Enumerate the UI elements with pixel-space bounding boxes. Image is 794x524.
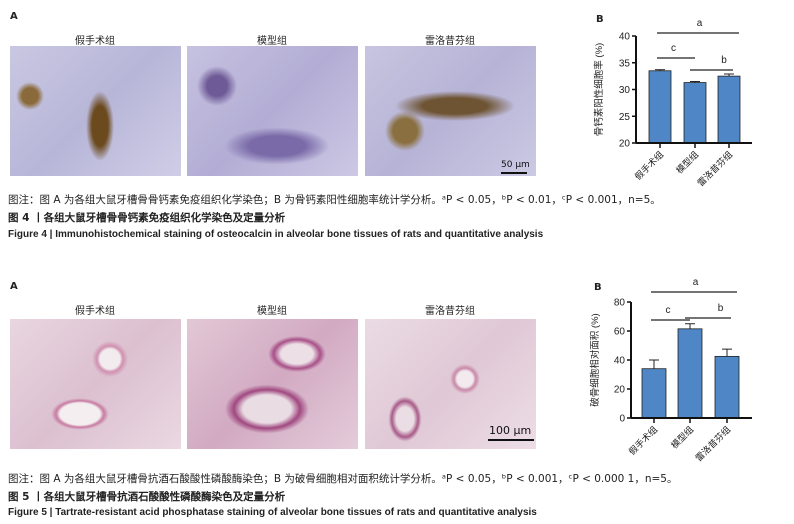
bar bbox=[717, 75, 741, 144]
fig5-group-label: 模型组 bbox=[257, 306, 287, 317]
y-axis-label: 骨钙素阳性细胞率 (%) bbox=[593, 43, 605, 136]
scale-bar-label: 50 μm bbox=[501, 160, 530, 170]
fig5-title-en: Figure 5 | Tartrate-resistant acid phosp… bbox=[8, 507, 537, 518]
fig5-title-cn: 图 5 丨各组大鼠牙槽骨抗酒石酸酸性磷酸酶染色及定量分析 bbox=[8, 491, 286, 503]
scale-bar bbox=[488, 439, 534, 441]
y-tick-label: 40 bbox=[614, 356, 626, 367]
fig5-group-label: 雷洛昔芬组 bbox=[425, 306, 475, 317]
scale-bar bbox=[501, 172, 527, 174]
bar bbox=[648, 70, 672, 144]
fig4-title-cn: 图 4 丨各组大鼠牙槽骨骨钙素免疫组织化学染色及定量分析 bbox=[8, 212, 286, 224]
fig5-micrograph-sham bbox=[10, 319, 181, 449]
y-tick-label: 25 bbox=[619, 112, 631, 123]
fig4-micrograph-sham bbox=[10, 46, 181, 176]
x-tick-label: 雷洛昔芬组 bbox=[695, 149, 735, 189]
fig4-group-label: 假手术组 bbox=[75, 36, 115, 47]
significance-label: c bbox=[666, 305, 671, 316]
y-tick-label: 20 bbox=[619, 139, 631, 150]
y-tick-label: 30 bbox=[619, 85, 631, 96]
scale-bar-label: 100 μm bbox=[489, 424, 532, 437]
fig5-note: 图注：图 A 为各组大鼠牙槽骨抗酒石酸酸性磷酸酶染色；B 为破骨细胞相对面积统计… bbox=[8, 473, 678, 485]
fig5-micrograph-model bbox=[187, 319, 358, 449]
fig5-micrograph-raloxifene bbox=[365, 319, 536, 449]
y-tick-label: 35 bbox=[619, 58, 631, 69]
fig4-note: 图注：图 A 为各组大鼠牙槽骨骨钙素免疫组织化学染色；B 为骨钙素阳性细胞率统计… bbox=[8, 194, 661, 206]
fig4-micrograph-model bbox=[187, 46, 358, 176]
fig4-micrograph-raloxifene bbox=[365, 46, 536, 176]
fig4-panel-a-label: A bbox=[10, 11, 18, 22]
significance-label: c bbox=[671, 43, 676, 54]
significance-label: a bbox=[697, 18, 703, 29]
bar bbox=[677, 328, 703, 419]
fig4-panel-b-label: B bbox=[596, 14, 604, 25]
y-tick-label: 80 bbox=[614, 298, 626, 309]
y-tick-label: 60 bbox=[614, 327, 626, 338]
fig5-group-label: 假手术组 bbox=[75, 306, 115, 317]
fig4-title-en: Figure 4 | Immunohistochemical staining … bbox=[8, 229, 544, 240]
x-tick-label: 假手术组 bbox=[632, 149, 665, 182]
fig4-group-label: 雷洛昔芬组 bbox=[425, 36, 475, 47]
x-tick-label: 模型组 bbox=[674, 149, 701, 176]
fig4-group-label: 模型组 bbox=[257, 36, 287, 47]
x-tick-label: 雷洛昔芬组 bbox=[693, 424, 733, 464]
fig5-panel-a-label: A bbox=[10, 281, 18, 292]
significance-label: b bbox=[721, 55, 727, 66]
y-axis-label: 破骨细胞相对面积 (%) bbox=[589, 313, 601, 406]
x-tick-label: 模型组 bbox=[669, 424, 696, 451]
y-tick-label: 0 bbox=[619, 414, 625, 425]
fig5-panel-b-label: B bbox=[594, 282, 602, 293]
bar bbox=[714, 355, 740, 419]
bar bbox=[641, 368, 667, 419]
bar bbox=[683, 82, 707, 144]
y-tick-label: 40 bbox=[619, 32, 631, 43]
significance-label: a bbox=[693, 277, 699, 288]
x-tick-label: 假手术组 bbox=[626, 424, 659, 457]
significance-label: b bbox=[718, 303, 724, 314]
y-tick-label: 20 bbox=[614, 385, 626, 396]
